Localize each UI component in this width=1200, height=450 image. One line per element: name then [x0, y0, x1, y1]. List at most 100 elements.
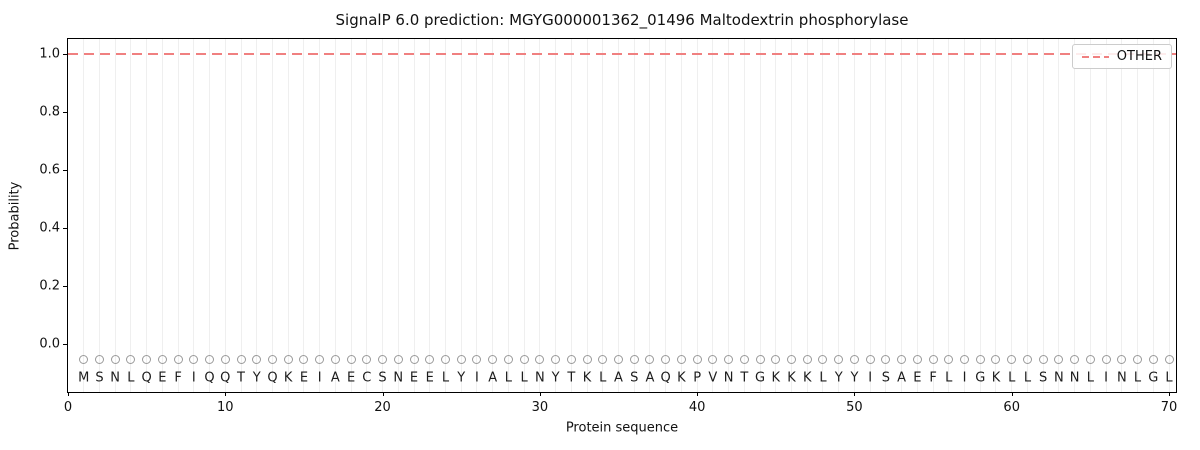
x-tick-label: 20 [374, 400, 391, 415]
gridline [413, 39, 415, 392]
x-tick [1169, 392, 1170, 396]
gridline [397, 39, 399, 392]
residue-marker-circle [409, 355, 419, 365]
residue-letter: I [317, 370, 322, 386]
residue-marker-circle [1133, 355, 1143, 365]
gridline [382, 39, 384, 392]
residue-marker-circle [236, 355, 246, 365]
gridline [319, 39, 321, 392]
gridline [1011, 39, 1013, 392]
x-tick-label: 60 [1003, 400, 1020, 415]
residue-letter: Q [204, 370, 215, 386]
gridline [256, 39, 258, 392]
residue-letter: Y [252, 370, 261, 386]
residue-letter: A [614, 370, 623, 386]
residue-letter: T [567, 370, 576, 386]
residue-letter: Q [220, 370, 231, 386]
x-tick [1011, 392, 1013, 396]
residue-marker-circle [1022, 355, 1032, 365]
residue-marker-circle [1085, 355, 1095, 365]
residue-letter: M [78, 370, 90, 386]
x-tick [854, 392, 856, 396]
gridline [586, 39, 588, 392]
residue-marker-circle [488, 355, 498, 365]
residue-marker-circle [315, 355, 325, 365]
gridline [649, 39, 651, 392]
y-tick-label: 1.0 [39, 46, 60, 62]
residue-marker-circle [94, 355, 104, 365]
residue-marker-circle [661, 355, 671, 365]
gridline [633, 39, 635, 392]
residue-letter: K [582, 370, 592, 386]
gridline [177, 39, 179, 392]
gridline [224, 39, 226, 392]
residue-letter: L [599, 370, 607, 386]
residue-marker-circle [645, 355, 655, 365]
gridline [570, 39, 572, 392]
x-axis-label: Protein sequence [565, 420, 679, 436]
residue-marker-circle [110, 355, 120, 365]
gridline [492, 39, 494, 392]
gridline [979, 39, 981, 392]
residue-letter: V [708, 370, 718, 386]
other-line-legend-swatch [1081, 55, 1109, 58]
residue-marker-circle [614, 355, 623, 365]
residue-letter: L [1008, 370, 1016, 386]
residue-letter: I [868, 370, 873, 386]
gridline [366, 39, 368, 392]
residue-letter: A [488, 370, 498, 386]
residue-letter: F [174, 370, 182, 386]
gridline [618, 39, 619, 392]
gridline [523, 39, 525, 392]
x-tick [382, 392, 384, 396]
y-tick-label: 0.0 [39, 336, 60, 352]
residue-letter: N [110, 370, 121, 386]
residue-marker-circle [771, 355, 781, 365]
residue-marker-circle [378, 355, 388, 365]
gridline [1089, 39, 1091, 392]
residue-marker-circle [1164, 355, 1174, 365]
residue-marker-circle [960, 355, 970, 365]
gridline [869, 39, 871, 392]
residue-marker-circle [582, 355, 592, 365]
y-axis-label: Probability [7, 181, 23, 251]
residue-marker-circle [1101, 355, 1111, 365]
residue-marker-circle [283, 355, 293, 365]
x-tick-label: 10 [217, 400, 234, 415]
residue-letter: F [929, 370, 937, 386]
residue-marker-circle [519, 355, 529, 365]
residue-marker-circle [173, 355, 183, 365]
residue-letter: T [740, 370, 749, 386]
residue-letter: L [441, 370, 450, 386]
gridline [1042, 39, 1044, 392]
residue-marker-circle [991, 355, 1001, 365]
x-tick [225, 392, 227, 396]
residue-letter: S [1039, 370, 1048, 386]
legend-label-other: OTHER [1116, 49, 1162, 64]
gridline [476, 39, 478, 392]
gridline [822, 39, 824, 392]
residue-marker-circle [598, 355, 608, 365]
gridline [932, 39, 934, 392]
gridline [429, 39, 431, 392]
y-tick [63, 170, 67, 171]
residue-letter: N [1116, 370, 1127, 386]
residue-letter: P [693, 370, 702, 386]
residue-letter: I [1104, 370, 1108, 386]
gridline [507, 39, 509, 392]
x-tick [539, 392, 541, 396]
gridline [964, 39, 966, 392]
residue-letter: K [771, 370, 781, 386]
legend: OTHER [1071, 44, 1172, 69]
x-tick-label: 0 [63, 400, 73, 415]
x-tick [697, 392, 699, 396]
y-tick [63, 54, 67, 55]
residue-marker-circle [865, 355, 875, 365]
residue-marker-circle [126, 355, 136, 365]
residue-marker-circle [189, 355, 199, 365]
residue-marker-circle [944, 355, 954, 365]
residue-marker-circle [79, 355, 89, 365]
residue-marker-circle [818, 355, 828, 365]
residue-letter: I [191, 370, 196, 386]
